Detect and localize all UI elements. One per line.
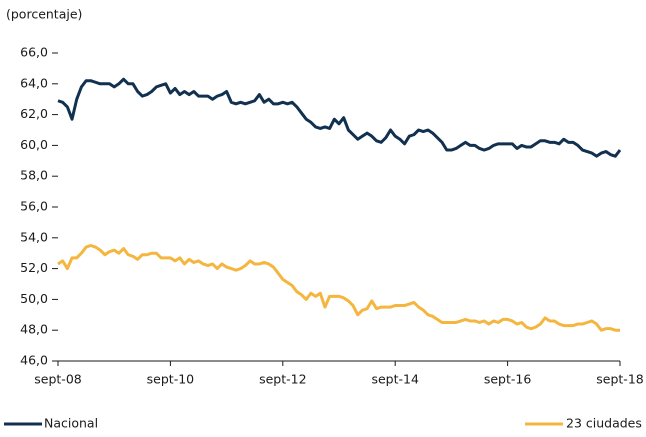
y-tick-label: 66,0 [20,45,48,60]
y-tick-label: 50,0 [20,291,48,306]
x-tick-label: sept-14 [371,372,419,387]
legend-label: Nacional [44,416,98,431]
x-tick-label: sept-08 [34,372,82,387]
line-series [57,244,620,332]
y-tick-label: 48,0 [20,322,48,337]
x-tick-label: sept-10 [147,372,195,387]
y-tick-label: 60,0 [20,137,48,152]
x-tick-label: sept-12 [259,372,306,387]
line-series [57,77,622,158]
legend-label: 23 ciudades [566,416,642,431]
chart-subtitle: (porcentaje) [6,7,82,22]
y-tick-label: 52,0 [20,260,48,275]
y-tick-label: 64,0 [20,75,48,90]
x-tick-label: sept-16 [484,372,532,387]
y-tick-label: 46,0 [20,353,48,368]
y-tick-label: 62,0 [20,106,48,121]
x-tick-label: sept-18 [596,372,644,387]
y-tick-label: 56,0 [20,199,48,214]
y-tick-label: 58,0 [20,168,48,183]
y-tick-label: 54,0 [20,229,48,244]
